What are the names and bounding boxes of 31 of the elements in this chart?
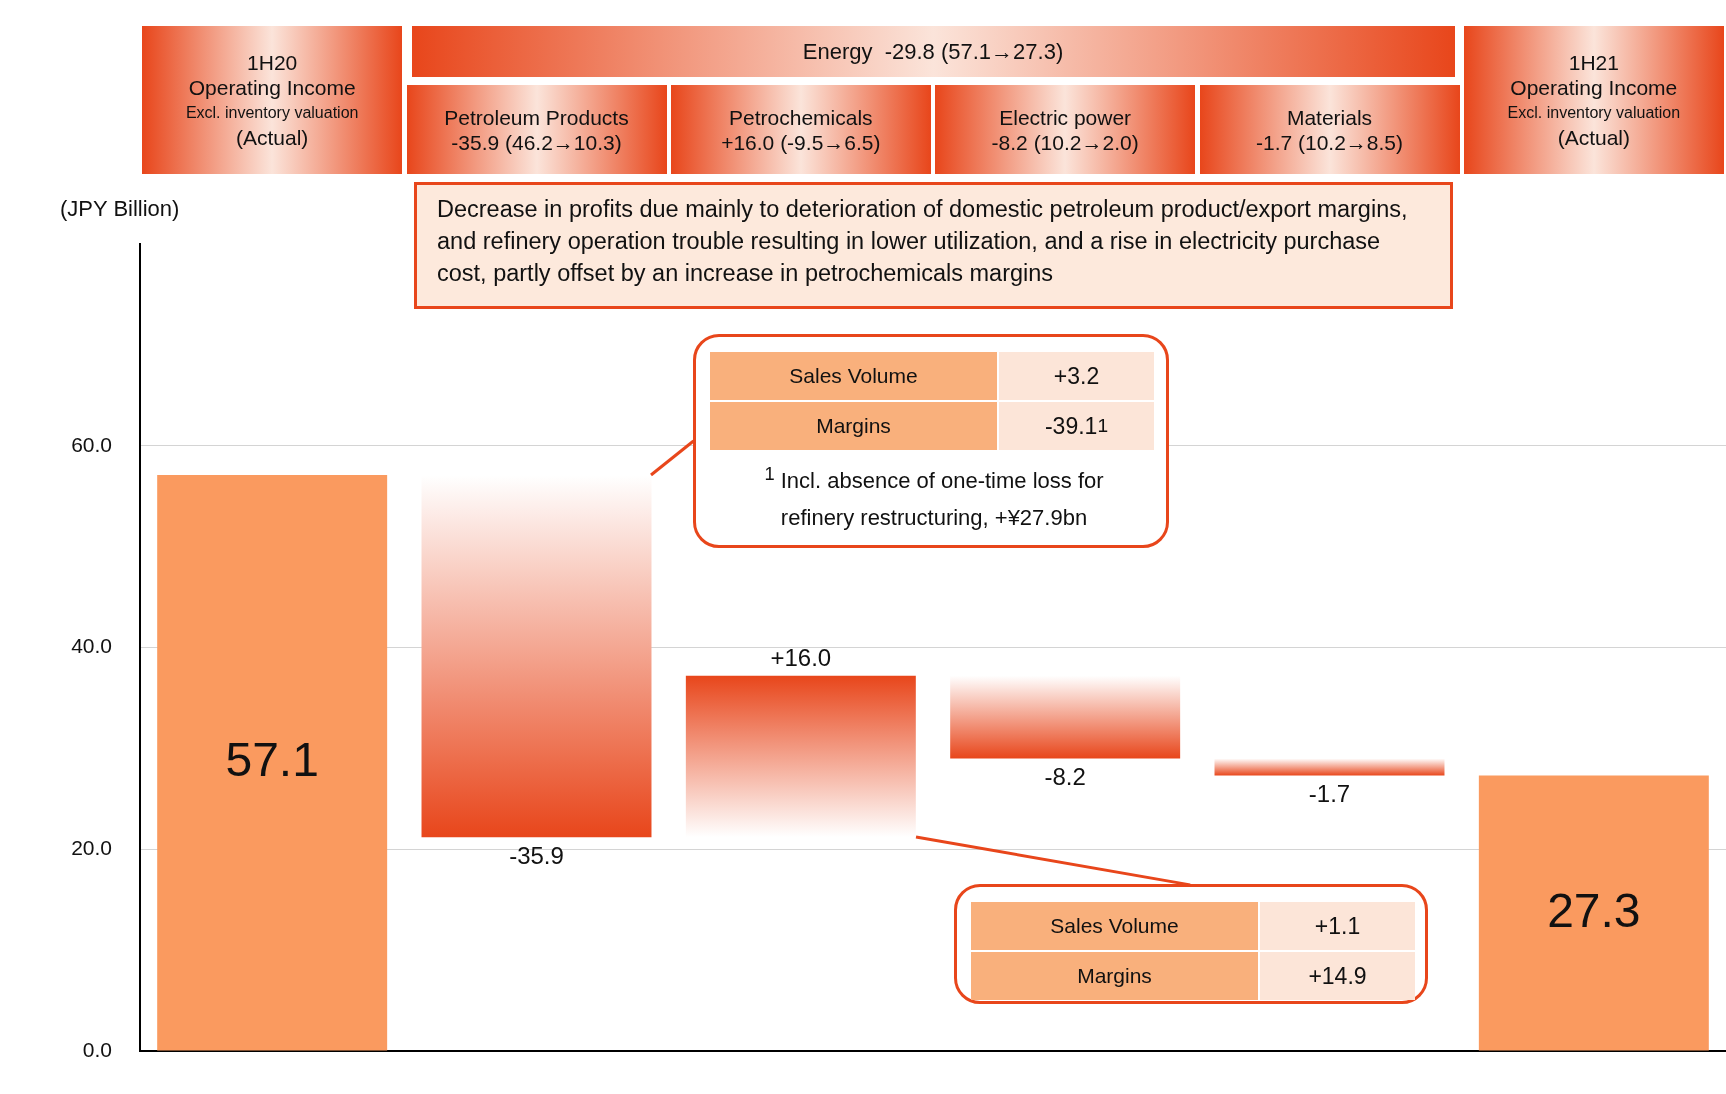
x-tick-label: Petroleum Products -35.9 (46.2→10.3) xyxy=(444,104,629,155)
data-label: 57.1 xyxy=(225,733,319,787)
annotation: +3.2 xyxy=(999,352,1154,400)
bar xyxy=(157,475,388,1051)
data-label: 27.3 xyxy=(1547,883,1641,937)
annotation: Decrease in profits due mainly to deterioration of domestic petroleum product/export margins, and refinery operation trouble resulting in lower utilization, and a rise in electricity purchase cost, partly offset by an increase in petrochemicals margins xyxy=(414,182,1453,309)
y-axis-title: (JPY Billion) xyxy=(60,196,181,223)
data-label: -8.2 xyxy=(1044,763,1086,791)
data-label: -1.7 xyxy=(1308,780,1351,808)
x-tick-label: Electric power -8.2 (10.2→2.0) xyxy=(991,104,1139,155)
annotation: +14.9 xyxy=(1260,952,1415,1000)
y-tick-label: 60.0 xyxy=(71,432,112,456)
annotation: Sales Volume xyxy=(710,352,997,400)
y-tick-label: 0.0 xyxy=(82,1037,112,1061)
data-label: +16.0 xyxy=(770,644,832,672)
annotation: Sales Volume xyxy=(971,902,1258,950)
x-tick-label: Petrochemicals +16.0 (-9.5→6.5) xyxy=(721,104,881,155)
data-label: -35.9 xyxy=(509,841,564,869)
x-tick-label: 1H20 Operating Income Excl. inventory valuation (Actual) xyxy=(185,50,359,150)
bar xyxy=(1214,758,1445,776)
bar xyxy=(1478,775,1709,1051)
annotation: Margins xyxy=(710,402,997,450)
x-tick-label: 1H21 Operating Income Excl. inventory valuation (Actual) xyxy=(1507,50,1681,150)
annotation: +1.1 xyxy=(1260,902,1415,950)
annotation: Margins xyxy=(971,952,1258,1000)
annotation: $^{1}$ Incl. absence of one-time loss for refinery restructuring, +¥27.9bn xyxy=(763,462,1105,533)
y-tick-label: 40.0 xyxy=(71,634,112,658)
y-tick-label: 20.0 xyxy=(71,836,112,860)
bar xyxy=(950,675,1181,759)
x-tick-label: Materials -1.7 (10.2→8.5) xyxy=(1255,104,1404,155)
text: Energy -29.8 (57.1→27.3) xyxy=(411,26,1455,77)
